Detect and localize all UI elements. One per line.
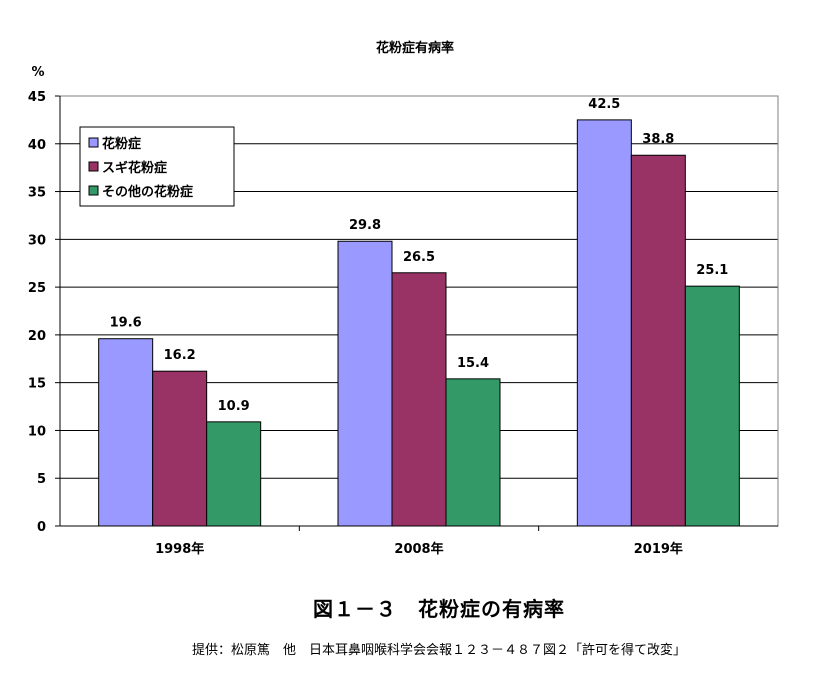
y-tick-label: 40 [28,138,46,153]
bar [576,119,632,527]
x-tick-label: 2008年 [394,541,443,557]
chart: 花粉症有病率 % 19.6 16.2 10.9 29.8 26.5 15.4 42.5 38.… [28,40,779,557]
y-tick-label: 0 [37,520,46,535]
bar [152,370,208,527]
data-label: 42.5 [588,97,620,112]
bar [445,378,501,527]
bar [684,285,740,527]
axes: 0 5 10 15 20 25 30 35 40 45 1998年 2008年 2019年 [28,90,779,557]
data-label: 26.5 [403,250,435,265]
data-label: 16.2 [164,348,196,363]
bar [98,338,154,527]
x-tick-label: 2019年 [634,541,683,557]
y-tick-label: 5 [37,472,46,487]
legend-swatch [88,137,99,148]
y-tick-label: 35 [28,186,46,201]
y-tick-label: 20 [28,329,46,344]
data-label: 29.8 [349,218,381,233]
data-label: 25.1 [696,263,728,278]
legend-swatch [88,161,99,172]
legend-label: その他の花粉症 [102,184,193,200]
y-tick-label: 45 [28,90,46,105]
bar [206,421,262,527]
y-axis-unit-label: % [31,65,44,80]
y-tick-label: 30 [28,233,46,248]
data-label: 38.8 [642,132,674,147]
legend-label: スギ花粉症 [102,160,167,176]
bar [391,272,447,527]
figure-caption: 図１－３ 花粉症の有病率 [313,597,565,621]
bar [630,154,686,527]
data-labels: 19.6 16.2 10.9 29.8 26.5 15.4 42.5 38.8 25.1 [110,97,729,414]
legend-label: 花粉症 [102,136,141,152]
source-note: 提供：松原篤 他 日本耳鼻咽喉科学会会報１２３－４８７図２「許可を得て改変」 [191,643,686,658]
y-tick-label: 15 [28,377,46,392]
bars [98,119,740,527]
data-label: 19.6 [110,316,142,331]
data-label: 15.4 [457,356,489,371]
legend-swatch [88,185,99,196]
y-tick-label: 25 [28,281,46,296]
bar [337,240,393,527]
x-tick-label: 1998年 [155,541,204,557]
legend-box [79,126,235,207]
data-label: 10.9 [218,399,250,414]
chart-title: 花粉症有病率 [376,40,454,56]
y-tick-label: 10 [28,424,46,439]
